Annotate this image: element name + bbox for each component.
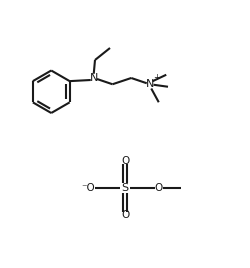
Text: N: N [90, 73, 98, 83]
Text: O: O [154, 183, 163, 193]
Text: O: O [121, 210, 129, 221]
Text: N: N [146, 79, 154, 89]
Text: +: + [154, 73, 160, 82]
Text: S: S [122, 183, 128, 193]
Text: O: O [121, 155, 129, 166]
Text: ⁻O: ⁻O [82, 183, 95, 193]
